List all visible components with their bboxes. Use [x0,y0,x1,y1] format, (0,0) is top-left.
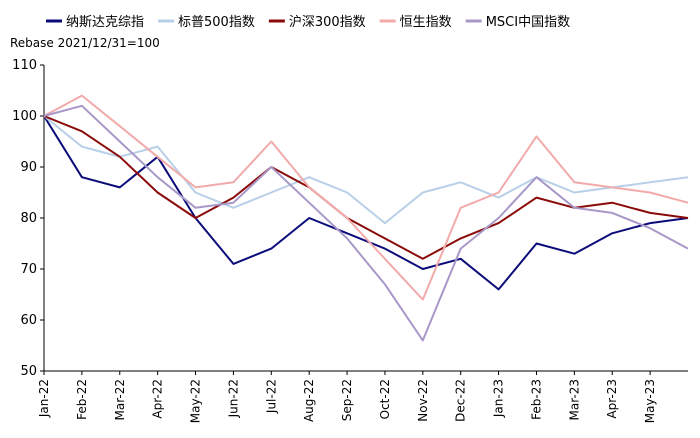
y-tick-label: 100 [12,109,37,124]
x-tick-label: Jun-22 [226,379,240,418]
legend-label-2: 沪深300指数 [289,14,366,30]
y-tick-label: 90 [20,160,37,175]
legend-label-1: 标普500指数 [178,15,255,30]
chart-legend: 纳斯达克综指 标普500指数 沪深300指数 恒生指数 MSCI中国指数 [46,14,570,30]
x-tick-label: Jul-22 [264,379,278,414]
x-tick-label: May-22 [189,379,203,423]
unit-label: Rebase 2021/12/31=100 [10,36,160,50]
x-tick-label: Mar-23 [567,379,581,420]
y-axis-ticks: 50 60 70 80 90 100 110 [12,58,44,379]
x-tick-label: Jan-23 [492,379,506,418]
y-tick-label: 60 [20,313,37,328]
x-tick-label: Jan-22 [37,379,51,418]
x-tick-label: Apr-22 [151,379,165,419]
x-tick-label: Mar-22 [113,379,127,420]
series-line-0 [43,115,689,291]
series-line-2 [43,115,689,260]
x-tick-label: Dec-22 [454,379,468,422]
x-tick-label: Feb-23 [529,379,543,420]
y-tick-label: 70 [20,262,37,277]
x-tick-label: Apr-23 [605,379,619,419]
legend-label-4: MSCI中国指数 [486,15,570,30]
x-tick-label: Aug-22 [302,379,316,422]
x-axis-ticks: Jan-22 Feb-22 Mar-22 Apr-22 May-22 Jun-22 Jul-… [37,371,657,423]
series-line-1 [43,115,689,225]
y-tick-label: 80 [20,211,37,226]
x-tick-label: May-23 [643,379,657,423]
series-group [43,94,689,342]
y-tick-label: 50 [20,364,37,379]
x-tick-label: Nov-22 [416,379,430,422]
series-line-3 [43,94,689,301]
x-tick-label: Sep-22 [340,379,354,421]
series-line-4 [43,104,689,342]
x-tick-label: Oct-22 [378,379,392,419]
y-tick-label: 110 [12,58,37,73]
legend-label-0: 纳斯达克综指 [66,15,144,30]
x-tick-label: Feb-22 [75,379,89,420]
legend-label-3: 恒生指数 [400,15,452,30]
